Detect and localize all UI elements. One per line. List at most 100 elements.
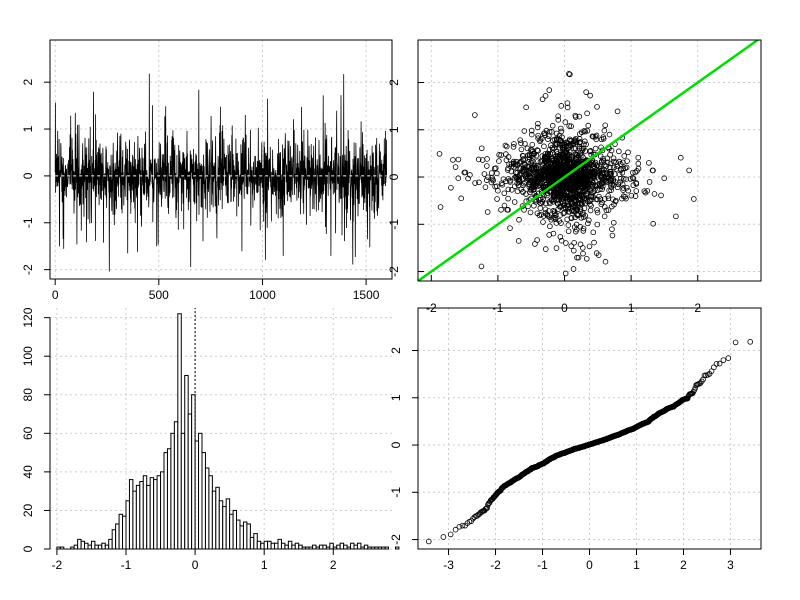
scatter-point xyxy=(597,196,604,202)
scatter-point xyxy=(603,207,610,214)
scatter-point xyxy=(511,175,518,181)
histogram-bar xyxy=(318,544,324,550)
histogram-bar xyxy=(218,500,224,550)
scatter-point xyxy=(475,156,482,163)
scatter-point xyxy=(531,151,538,157)
scatter-point xyxy=(628,192,635,199)
histogram-bar xyxy=(187,413,193,550)
scatter-point xyxy=(511,141,517,147)
scatter-point xyxy=(602,122,609,129)
scatter-point xyxy=(605,195,612,202)
qq-point xyxy=(697,380,704,386)
scatter-point xyxy=(581,128,587,134)
scatter-point xyxy=(513,158,520,165)
scatter-point xyxy=(504,143,510,150)
scatter-point xyxy=(691,196,697,202)
scatter-point xyxy=(517,137,524,143)
scatter-point xyxy=(583,141,589,148)
scatter-point xyxy=(515,238,522,244)
x-tick-label: 3 xyxy=(727,558,734,572)
histogram-bar xyxy=(236,519,241,550)
scatter-point xyxy=(538,174,545,180)
histogram-bar xyxy=(156,475,162,550)
scatter-point xyxy=(524,152,531,159)
scatter-point xyxy=(611,164,617,171)
scatter-point xyxy=(542,159,549,165)
scatter-point xyxy=(472,112,478,118)
scatter-point xyxy=(595,181,601,188)
scatter-point xyxy=(529,178,535,185)
scatter-point xyxy=(560,210,567,217)
scatter-point xyxy=(610,155,617,162)
scatter-point xyxy=(540,219,546,225)
scatter-point xyxy=(606,170,613,177)
histogram-bar xyxy=(322,544,327,550)
y-tick-label: 1 xyxy=(389,394,403,401)
scatter-point xyxy=(546,87,553,93)
histogram-bar xyxy=(249,536,255,550)
scatter-point xyxy=(539,96,546,103)
scatter-point xyxy=(577,139,584,145)
scatter-point xyxy=(618,167,624,173)
scatter-point xyxy=(560,181,566,188)
scatter-point xyxy=(605,193,611,199)
scatter-point xyxy=(579,245,586,251)
scatter-point xyxy=(686,167,692,174)
scatter-point xyxy=(549,166,556,173)
scatter-point xyxy=(455,156,462,163)
scatter-point xyxy=(452,164,459,170)
scatter-point xyxy=(542,246,549,252)
scatter-point xyxy=(607,160,614,167)
scatter-point xyxy=(462,169,469,176)
histogram-bar xyxy=(280,542,286,550)
scatter-point xyxy=(537,200,543,206)
histogram-bar xyxy=(253,533,258,550)
scatter-point xyxy=(516,160,523,166)
scatter-point xyxy=(537,138,543,145)
scatter-point xyxy=(562,270,569,277)
qq-point xyxy=(713,361,720,367)
histogram-bar xyxy=(274,542,279,550)
scatter-point xyxy=(625,187,632,194)
scatter-point xyxy=(587,197,593,203)
histogram-bar xyxy=(329,542,334,550)
scatter-point xyxy=(601,162,608,168)
scatter-point xyxy=(620,159,626,166)
scatter-point xyxy=(594,209,601,216)
scatter-point xyxy=(569,203,576,210)
scatter-point xyxy=(597,153,604,160)
qq-point xyxy=(471,514,478,520)
histogram-bar xyxy=(232,509,238,550)
qq-point xyxy=(747,339,754,345)
scatter-point xyxy=(503,157,510,163)
scatter-point xyxy=(560,198,566,205)
scatter-point xyxy=(585,220,591,227)
scatter-point xyxy=(513,173,519,180)
scatter-point xyxy=(551,187,558,194)
scatter-point xyxy=(599,199,605,206)
histogram-bar xyxy=(153,479,158,550)
scatter-point xyxy=(544,150,551,157)
scatter-point xyxy=(571,239,577,246)
scatter-point xyxy=(555,113,561,119)
scatter-point xyxy=(677,154,684,161)
scatter-point xyxy=(524,145,531,152)
scatter-point xyxy=(608,175,615,182)
histogram-bar xyxy=(350,542,355,550)
scatter-point xyxy=(481,171,488,177)
scatter-point xyxy=(587,148,593,155)
scatter-point xyxy=(592,133,599,140)
scatter-point xyxy=(511,164,517,170)
histogram-bar xyxy=(149,477,155,550)
x-tick-label: 1 xyxy=(633,558,640,572)
scatter-point xyxy=(661,175,668,182)
y-tick-label: 0 xyxy=(21,545,35,552)
scatter-point xyxy=(569,156,576,163)
scatter-point xyxy=(579,147,586,154)
scatter-point xyxy=(580,168,586,175)
histogram-bar xyxy=(97,544,103,550)
scatter-point xyxy=(533,178,540,185)
scatter-point xyxy=(501,190,508,197)
scatter-point xyxy=(599,186,605,192)
